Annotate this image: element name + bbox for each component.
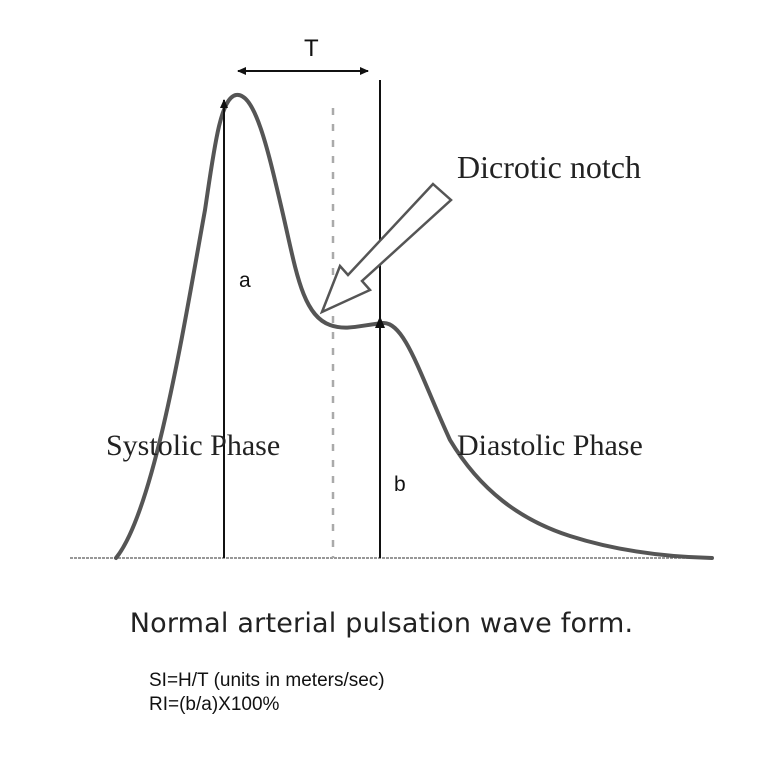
notch-height-label: b	[394, 473, 406, 496]
notch-pointer-arrow	[322, 184, 451, 312]
systolic-phase-label: Systolic Phase	[106, 429, 280, 462]
formula-si: SI=H/T (units in meters/sec)	[149, 670, 385, 692]
notch-label: Dicrotic notch	[457, 149, 641, 185]
figure-caption: Normal arterial pulsation wave form.	[0, 608, 763, 639]
diastolic-phase-label: Diastolic Phase	[457, 429, 643, 462]
period-label: T	[304, 35, 319, 62]
formula-ri: RI=(b/a)X100%	[149, 694, 279, 716]
peak-height-label: a	[239, 269, 251, 292]
